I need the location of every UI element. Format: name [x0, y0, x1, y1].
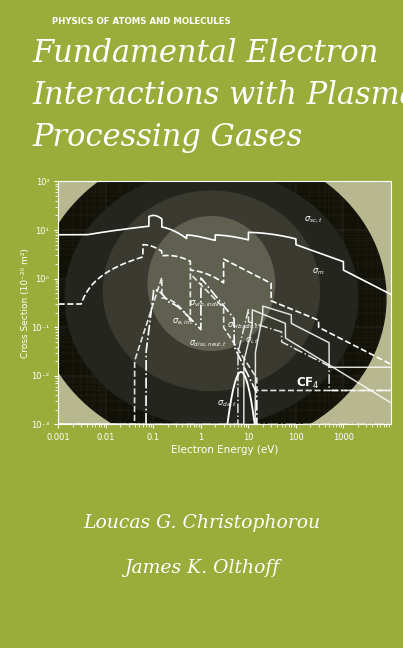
Text: $\sigma_{vib,dir,t}$: $\sigma_{vib,dir,t}$ [227, 321, 259, 331]
Ellipse shape [103, 191, 320, 390]
Ellipse shape [148, 216, 274, 351]
Ellipse shape [65, 170, 358, 426]
Text: $\sigma_{e,int}$: $\sigma_{e,int}$ [172, 317, 194, 327]
Text: PHYSICS OF ATOMS AND MOLECULES: PHYSICS OF ATOMS AND MOLECULES [52, 17, 231, 26]
Text: $\sigma_{da,t}$: $\sigma_{da,t}$ [217, 399, 237, 409]
Text: $\sigma_{sc,t}$: $\sigma_{sc,t}$ [304, 215, 323, 226]
Ellipse shape [37, 146, 386, 450]
Text: Interactions with Plasma: Interactions with Plasma [32, 80, 403, 111]
Text: Processing Gases: Processing Gases [32, 122, 303, 153]
Text: $\sigma_{diss,neut,t}$: $\sigma_{diss,neut,t}$ [189, 339, 227, 349]
Text: $\sigma_m$: $\sigma_m$ [312, 266, 325, 277]
Text: $\sigma_{i,t}$: $\sigma_{i,t}$ [245, 336, 260, 347]
Text: Fundamental Electron: Fundamental Electron [32, 38, 378, 69]
Text: James K. Olthoff: James K. Olthoff [124, 559, 279, 577]
Text: $\sigma_{vib,indir,t}$: $\sigma_{vib,indir,t}$ [189, 299, 226, 309]
Text: Loucas G. Christophorou: Loucas G. Christophorou [83, 514, 320, 532]
Y-axis label: Cross Section (10⁻²⁰ m²): Cross Section (10⁻²⁰ m²) [21, 248, 30, 358]
X-axis label: Electron Energy (eV): Electron Energy (eV) [171, 445, 278, 456]
Text: CF$_4$: CF$_4$ [296, 376, 320, 391]
